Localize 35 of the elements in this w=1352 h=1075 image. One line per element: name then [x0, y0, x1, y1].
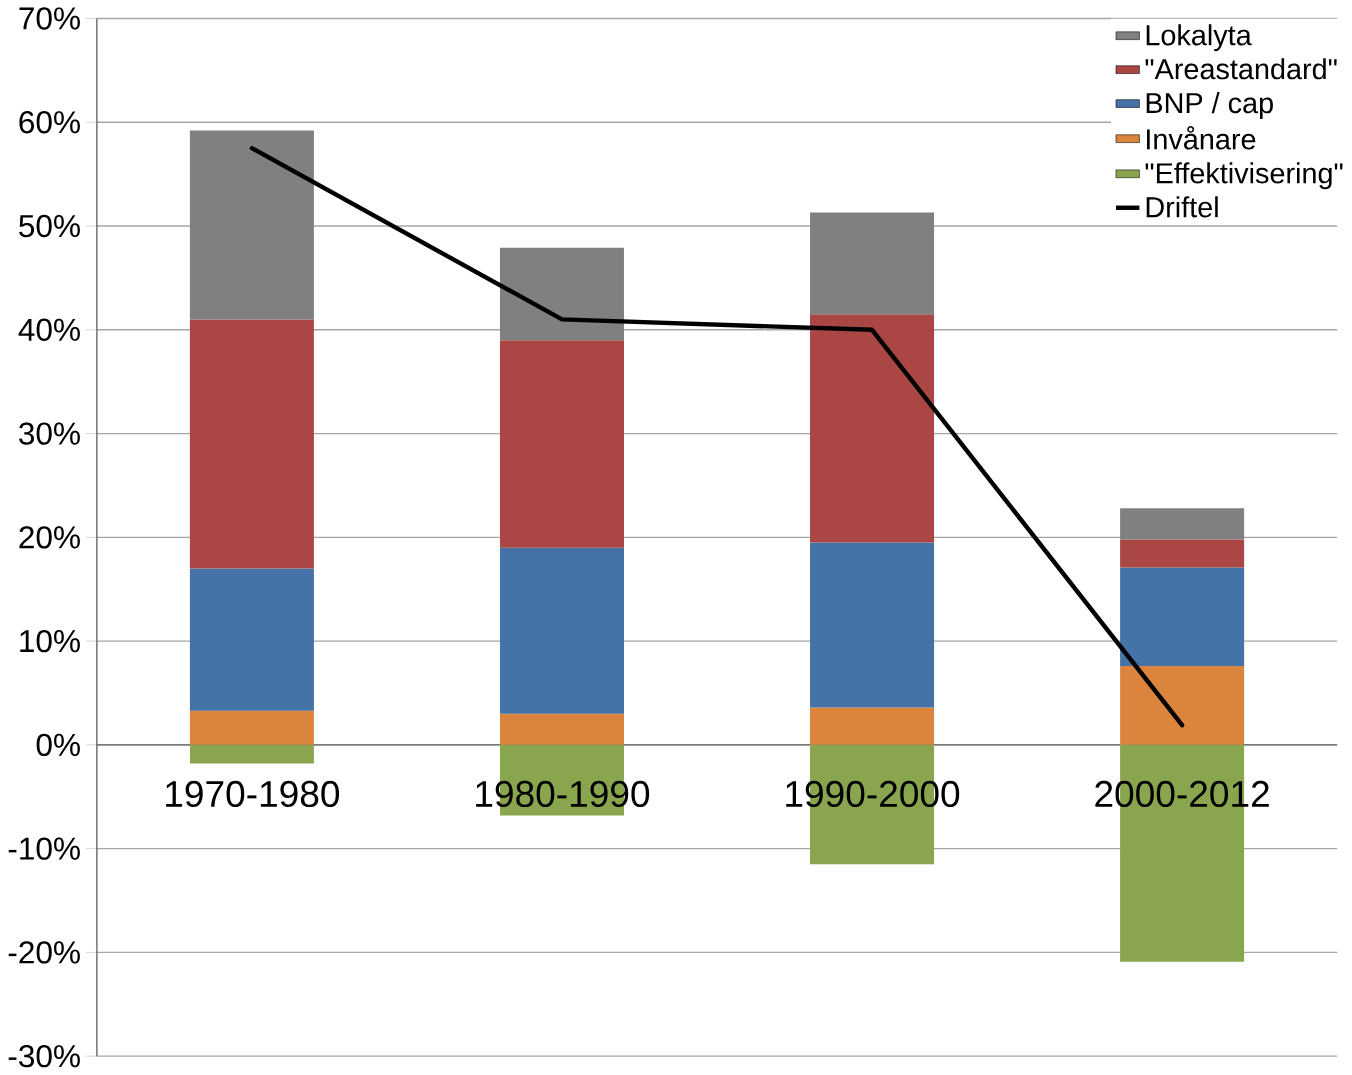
bar	[1120, 567, 1245, 667]
y-tick-label: 70%	[19, 7, 80, 30]
x-tick-label: 1970-1980	[166, 781, 340, 808]
bar	[189, 745, 314, 764]
bar	[189, 130, 314, 320]
bar	[1120, 666, 1245, 746]
y-tick-label: 30%	[19, 422, 80, 445]
y-tick-label: -30%	[8, 1045, 80, 1068]
bar	[810, 212, 935, 315]
legend-label: BNP / cap	[1146, 92, 1273, 120]
legend-label: Driftel	[1146, 196, 1218, 218]
bar	[189, 319, 314, 569]
bar	[810, 707, 935, 746]
bar	[1120, 539, 1245, 568]
legend-label: Lokalyta	[1146, 24, 1252, 52]
legend-label: "Effektivisering"	[1145, 162, 1343, 190]
bar	[499, 340, 624, 548]
y-tick-label: -20%	[8, 941, 80, 964]
y-tick-label: 10%	[20, 630, 80, 653]
y-tick-label: -10%	[8, 837, 80, 860]
legend-label: "Areastandard"	[1145, 58, 1337, 80]
y-tick-label: 40%	[18, 318, 80, 342]
y-tick-label: 60%	[19, 111, 80, 134]
y-tick-label: 50%	[19, 215, 80, 238]
bar	[189, 568, 314, 711]
bar	[499, 713, 624, 746]
bar	[1120, 508, 1245, 540]
bar	[499, 247, 624, 341]
y-tick-label: 0%	[36, 733, 80, 757]
bar	[189, 710, 314, 746]
bar	[810, 542, 935, 708]
y-tick-label: 20%	[19, 526, 80, 549]
bar	[499, 547, 624, 714]
legend-label: Invånare	[1147, 126, 1256, 150]
bar	[810, 314, 935, 543]
